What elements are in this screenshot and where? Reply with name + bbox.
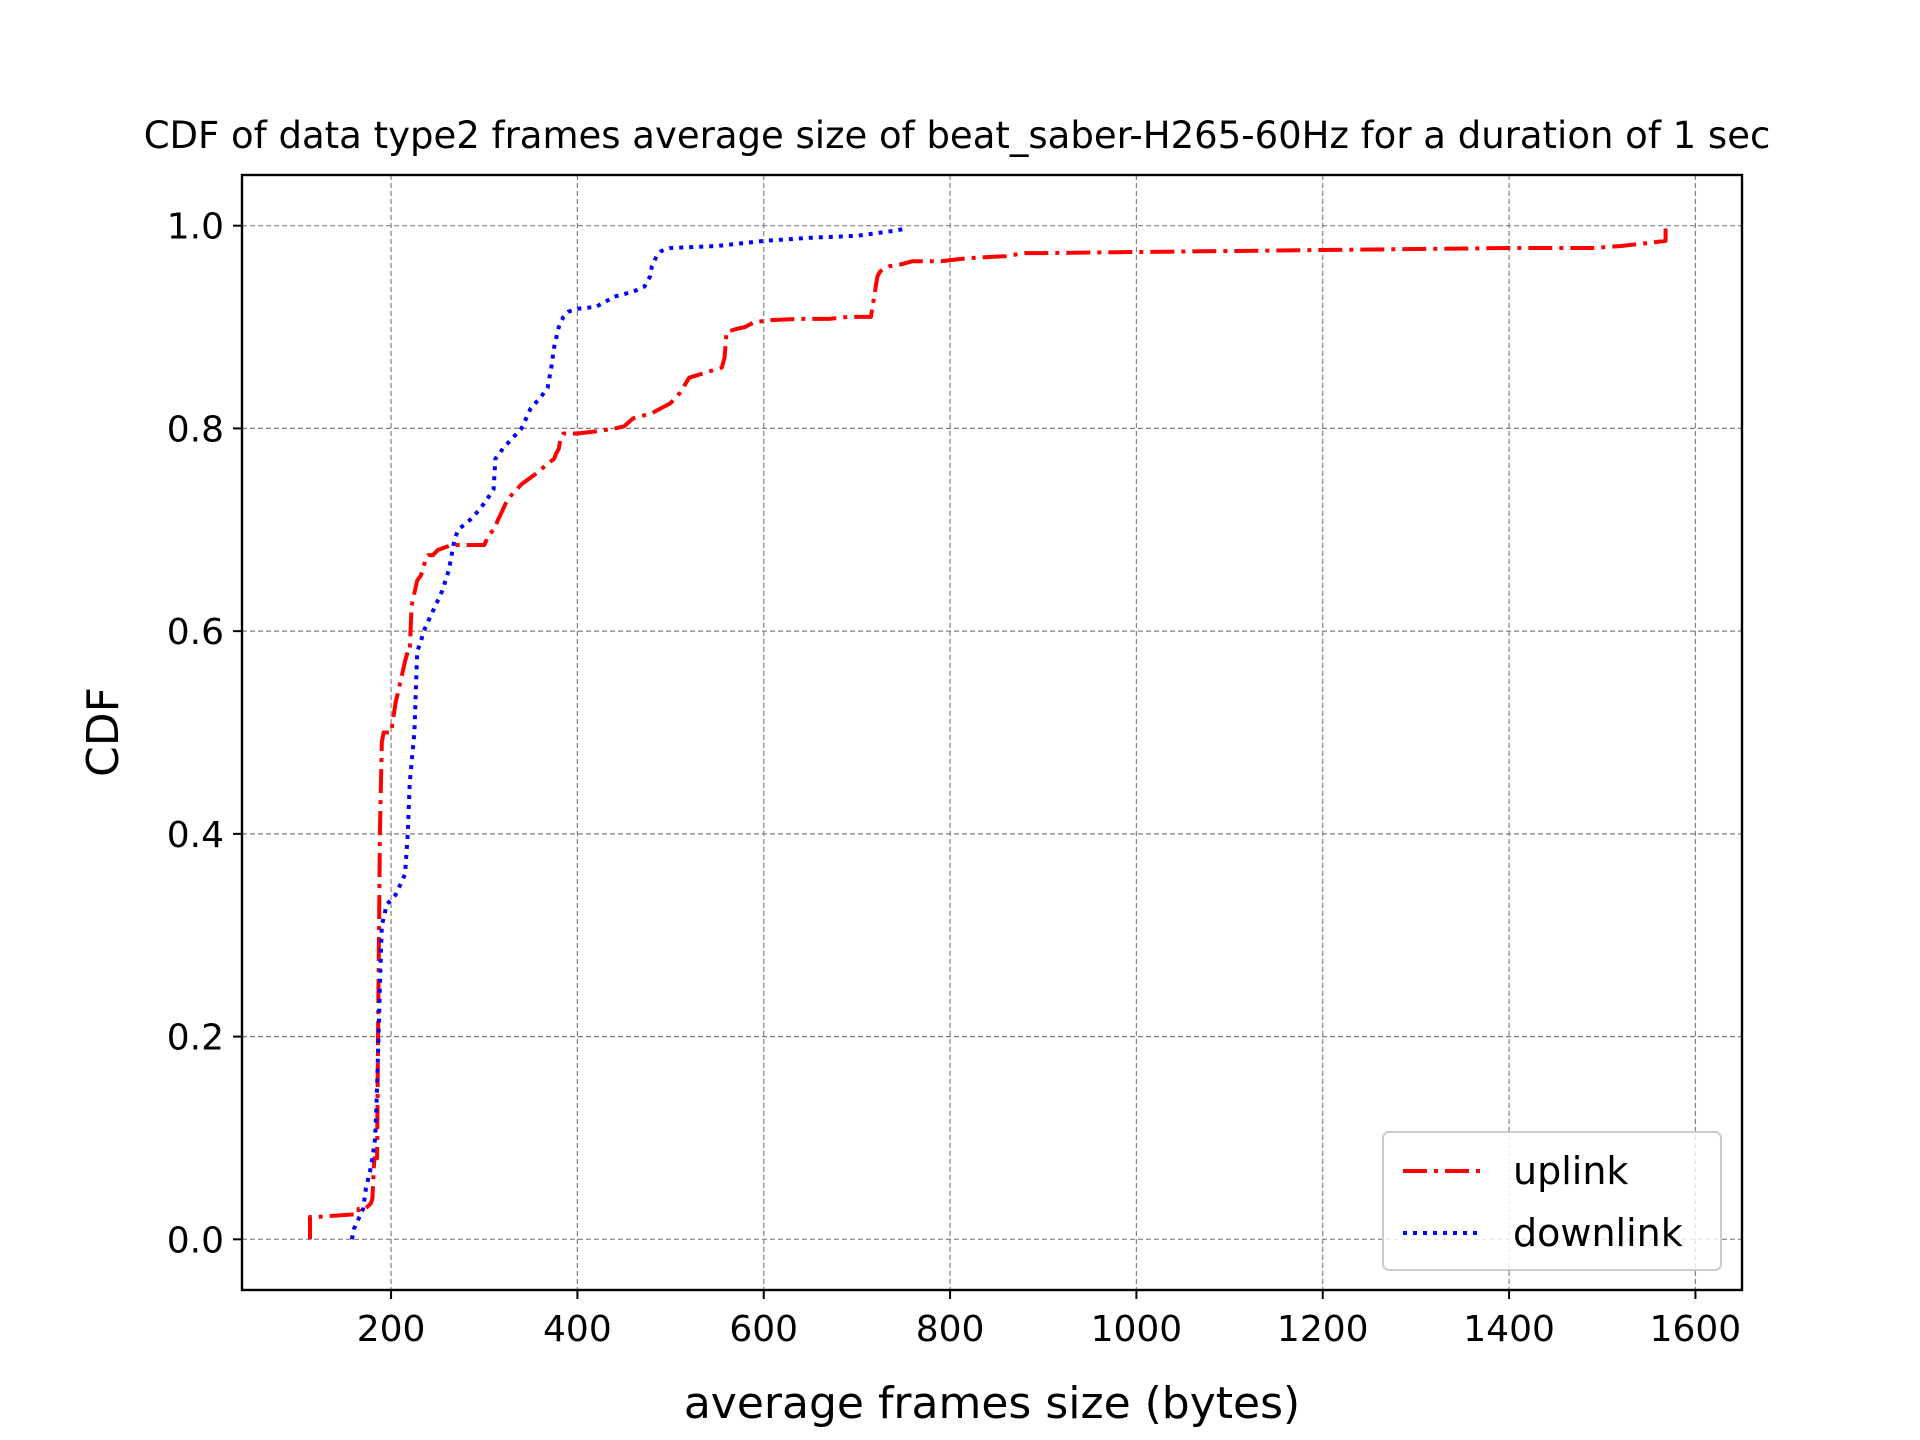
x-axis-label: average frames size (bytes): [684, 1378, 1300, 1429]
y-tick-label: 0.0: [167, 1220, 224, 1261]
x-tick-label: 200: [357, 1309, 426, 1350]
y-axis-label: CDF: [78, 687, 129, 777]
x-tick-label: 400: [543, 1309, 612, 1350]
x-tick-label: 1600: [1650, 1309, 1742, 1350]
y-axis-ticks: 0.0 0.2 0.4 0.6 0.8 1.0: [167, 207, 242, 1261]
legend-label-uplink: uplink: [1513, 1149, 1628, 1193]
y-tick-label: 0.4: [167, 815, 224, 856]
y-tick-label: 0.8: [167, 409, 224, 450]
legend-items: uplink downlink: [1403, 1149, 1683, 1255]
x-tick-label: 1000: [1091, 1309, 1183, 1350]
plot-lines: [308, 225, 1668, 1240]
plot-frame: [240, 173, 1744, 1292]
x-axis-ticks: 200 400 600 800 1000 1200 1400 1600: [357, 1290, 1742, 1350]
x-tick-label: 1400: [1463, 1309, 1555, 1350]
x-tick-label: 600: [729, 1309, 798, 1350]
y-tick-label: 0.2: [167, 1018, 224, 1059]
chart-title: CDF of data type2 frames average size of…: [144, 114, 1771, 157]
series-line-uplink: [308, 225, 1668, 1240]
x-tick-label: 800: [916, 1309, 985, 1350]
x-tick-label: 1200: [1277, 1309, 1369, 1350]
y-tick-label: 1.0: [167, 207, 224, 248]
legend-label-downlink: downlink: [1513, 1211, 1683, 1255]
series-line-downlink: [349, 226, 906, 1240]
legend-box: [1382, 1131, 1722, 1271]
legend: uplink downlink: [1382, 1131, 1722, 1271]
y-tick-label: 0.6: [167, 612, 224, 653]
